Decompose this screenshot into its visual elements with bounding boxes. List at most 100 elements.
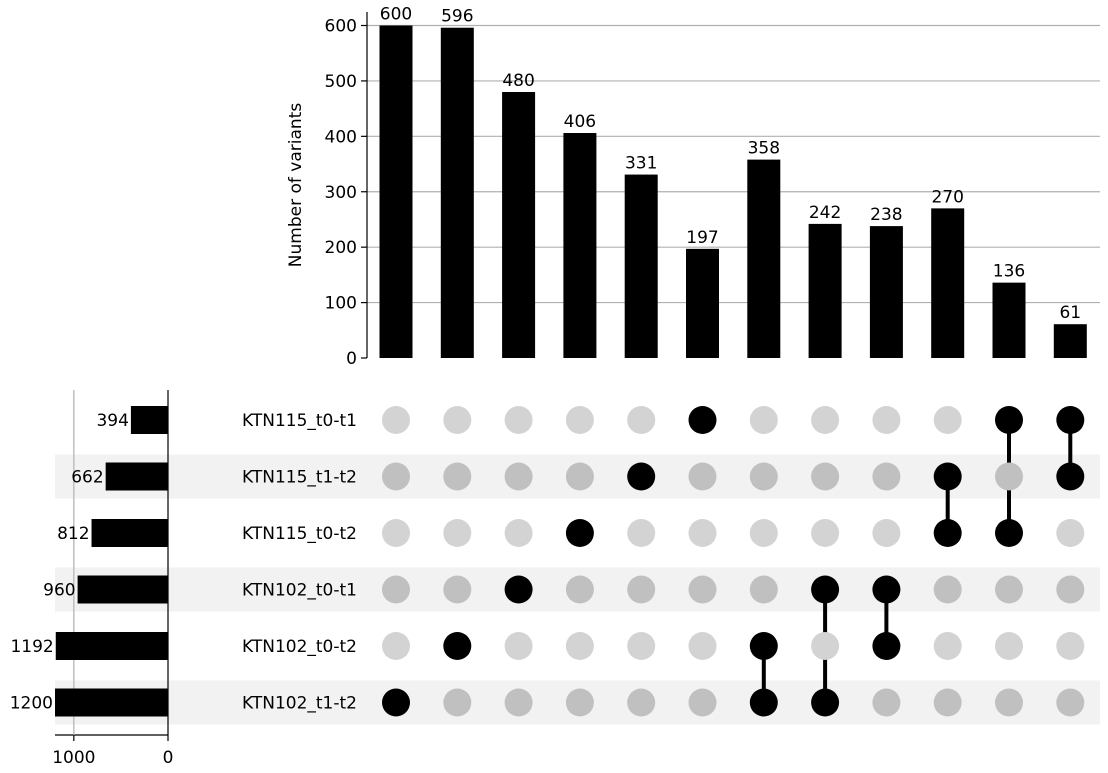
set-name-label: KTN115_t1-t2 (242, 468, 357, 488)
matrix-dot-inactive (504, 406, 533, 434)
matrix-dot-inactive (995, 575, 1023, 604)
set-size-label: 1192 (10, 637, 53, 657)
set-size-bars (55, 406, 168, 717)
matrix-dot-inactive (749, 406, 778, 434)
intersection-bar-label: 136 (993, 262, 1025, 282)
set-size-bar (77, 575, 168, 604)
matrix-dot-active (811, 575, 840, 604)
matrix-dot-inactive (627, 688, 656, 717)
set-name-label: KTN102_t0-t2 (242, 637, 357, 657)
matrix-dot-inactive (872, 688, 901, 717)
matrix-dot-inactive (872, 406, 901, 434)
matrix-dot-inactive (749, 575, 778, 604)
y-tick-label: 600 (325, 17, 357, 37)
intersection-bar (869, 226, 903, 358)
matrix-dot-inactive (565, 632, 594, 660)
matrix-dot-inactive (872, 519, 901, 547)
matrix-dot-inactive (933, 688, 962, 717)
matrix-dot-active (933, 519, 962, 547)
set-size-tick-label: 1000 (52, 748, 95, 768)
matrix-dot-inactive (933, 406, 962, 434)
set-name-label: KTN102_t1-t2 (242, 694, 357, 714)
intersection-bar (1053, 324, 1087, 358)
matrix-dot-inactive (627, 406, 656, 434)
intersection-bar-label: 242 (809, 203, 841, 223)
matrix-dot-inactive (995, 688, 1023, 717)
matrix-dot-active (749, 688, 778, 717)
intersection-bar-label: 61 (1059, 303, 1081, 323)
matrix-dot-inactive (933, 575, 962, 604)
intersection-bar-label: 406 (564, 112, 596, 132)
matrix-dot-active (565, 519, 594, 547)
set-size-bar (55, 632, 168, 660)
set-size-label: 1200 (10, 694, 53, 714)
matrix-dot-active (382, 688, 410, 717)
set-size-tick-label: 0 (163, 748, 174, 768)
y-tick-label: 0 (346, 349, 357, 369)
matrix-dot-inactive (565, 575, 594, 604)
matrix-dot-active (504, 575, 533, 604)
matrix-dot-inactive (688, 632, 717, 660)
set-names: KTN115_t0-t1 KTN115_t1-t2 KTN115_t0-t2 KTN1… (242, 411, 357, 714)
matrix-dot-inactive (749, 462, 778, 491)
matrix-dot-inactive (811, 519, 840, 547)
intersection-bar-label: 270 (931, 187, 963, 207)
matrix-dot-inactive (688, 519, 717, 547)
matrix-dot-inactive (382, 406, 410, 434)
intersection-bar-labels: 600 596 480 406 331 197 358 242 238 270 136 61 (380, 5, 1081, 324)
matrix-dot-inactive (627, 519, 656, 547)
intersection-bar (563, 133, 597, 358)
set-size-label: 394 (96, 411, 128, 431)
y-tick-label: 400 (325, 127, 357, 147)
matrix-dot-inactive (933, 632, 962, 660)
set-size-bar (55, 688, 168, 717)
matrix-dot-inactive (1056, 632, 1085, 660)
matrix-dot-active (872, 575, 901, 604)
matrix-dot-inactive (504, 632, 533, 660)
intersection-bar-label: 238 (870, 205, 902, 225)
set-name-label: KTN115_t0-t1 (242, 411, 357, 431)
matrix-dot-inactive (811, 632, 840, 660)
matrix-dot-inactive (995, 632, 1023, 660)
matrix-dot-inactive (688, 688, 717, 717)
matrix-dot-inactive (995, 462, 1023, 491)
matrix-dot-inactive (811, 462, 840, 491)
intersection-bar (808, 223, 842, 358)
intersection-bar (440, 27, 474, 358)
intersection-gridlines (367, 24, 1100, 304)
matrix-dot-active (443, 632, 472, 660)
intersection-bars (379, 25, 1087, 358)
matrix-dot-inactive (382, 632, 410, 660)
intersection-bar (624, 174, 658, 358)
intersection-bar-label: 331 (625, 154, 657, 174)
matrix-dot-inactive (443, 406, 472, 434)
intersection-bar-label: 358 (748, 139, 780, 159)
y-axis: 0 100 200 300 400 500 600 (325, 12, 368, 369)
set-size-label: 812 (57, 524, 89, 544)
matrix-dot-inactive (443, 462, 472, 491)
matrix-dot-inactive (504, 519, 533, 547)
matrix-dot-active (749, 632, 778, 660)
matrix-dot-inactive (382, 462, 410, 491)
y-tick-label: 200 (325, 238, 357, 258)
set-size-label: 662 (71, 468, 103, 488)
matrix-dot-active (933, 462, 962, 491)
matrix-dot-active (688, 406, 717, 434)
matrix-dots (382, 406, 1085, 717)
matrix-dot-inactive (565, 462, 594, 491)
matrix-dot-inactive (565, 688, 594, 717)
matrix-dot-active (872, 632, 901, 660)
intersection-bar (686, 248, 719, 358)
matrix-dot-inactive (688, 462, 717, 491)
matrix-dot-inactive (504, 462, 533, 491)
matrix-dot-inactive (811, 406, 840, 434)
matrix-dot-inactive (504, 688, 533, 717)
intersection-bar-label: 197 (686, 228, 718, 248)
set-size-bar (130, 406, 168, 434)
matrix-dot-inactive (1056, 575, 1085, 604)
matrix-dot-inactive (565, 406, 594, 434)
matrix-dot-inactive (443, 575, 472, 604)
matrix-dot-inactive (443, 519, 472, 547)
matrix-dot-inactive (688, 575, 717, 604)
